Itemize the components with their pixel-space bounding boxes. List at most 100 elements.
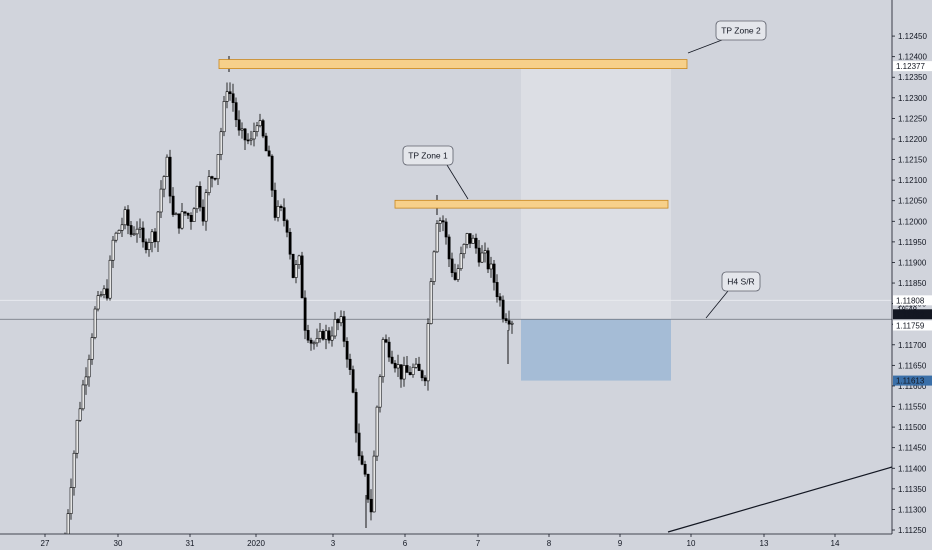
price-tick-label: 1.12300 <box>898 94 927 103</box>
candle <box>336 319 340 324</box>
candle <box>411 367 415 375</box>
candle <box>360 455 364 465</box>
candle <box>468 233 472 244</box>
candle <box>147 242 151 251</box>
h4-sr-callout-label: H4 S/R <box>727 277 754 287</box>
candle <box>462 243 466 255</box>
price-tick-label: 1.11550 <box>898 403 927 412</box>
candle <box>87 358 91 378</box>
candle <box>303 297 307 331</box>
time-tick-label: 7 <box>476 539 481 548</box>
candle <box>273 189 277 218</box>
price-tag-1.11762 <box>893 309 932 320</box>
h4-sr-callout[interactable] <box>721 271 761 292</box>
candle <box>369 498 373 513</box>
candle <box>306 330 310 341</box>
price-tag-label: 1.11808 <box>896 296 925 305</box>
candle <box>495 282 499 298</box>
candle <box>366 473 370 500</box>
price-tag-1.12377 <box>893 61 932 72</box>
candle <box>102 288 106 295</box>
countdown-timer: 18:48 <box>897 305 918 314</box>
price-tick-label: 1.11400 <box>898 464 927 473</box>
candle <box>120 224 124 231</box>
candle <box>201 206 205 222</box>
candle <box>225 91 229 102</box>
candle <box>198 186 202 208</box>
candle <box>177 213 181 229</box>
price-tick-label: 1.11850 <box>898 279 927 288</box>
candle <box>417 363 421 371</box>
candle <box>459 253 463 269</box>
candle <box>285 220 289 233</box>
tp-zone-1-callout[interactable] <box>402 145 454 166</box>
candle <box>99 294 103 296</box>
candle <box>399 364 403 380</box>
price-tick-label: 1.12400 <box>898 53 927 62</box>
candle <box>378 376 382 408</box>
candle <box>279 206 283 208</box>
price-tick-label: 1.12000 <box>898 217 927 226</box>
candle <box>330 335 334 341</box>
candle <box>72 452 76 488</box>
candle <box>165 156 169 177</box>
candle <box>327 330 331 341</box>
time-tick-label: 9 <box>618 539 623 548</box>
candle <box>138 227 142 230</box>
candle <box>255 125 259 132</box>
candle <box>270 155 274 191</box>
candle <box>423 377 427 382</box>
candle <box>483 250 487 254</box>
price-tick-label: 1.12150 <box>898 156 927 165</box>
candle <box>258 120 262 127</box>
candle <box>156 211 160 243</box>
candle <box>315 338 319 344</box>
tp-zone-2[interactable] <box>394 199 669 209</box>
candle <box>477 247 481 263</box>
price-tick-label: 1.12350 <box>898 73 927 82</box>
candle <box>309 339 313 344</box>
candle <box>264 135 268 152</box>
candle <box>333 319 337 337</box>
candle <box>105 288 109 299</box>
candle <box>249 138 253 141</box>
candle <box>438 220 442 224</box>
candle <box>486 250 490 270</box>
trend-line[interactable] <box>667 466 893 533</box>
tp-zone-1-callout-pointer <box>446 164 469 200</box>
tp-zone-1[interactable] <box>218 59 688 69</box>
candle <box>111 239 115 261</box>
price-tick-label: 1.11450 <box>898 444 927 453</box>
candle <box>474 237 478 249</box>
price-tick-label: 1.11350 <box>898 485 927 494</box>
price-tick-label: 1.12250 <box>898 114 927 123</box>
candle <box>222 101 226 133</box>
position-loss-area[interactable] <box>521 319 671 381</box>
candle <box>432 251 436 282</box>
price-tick-label: 1.12450 <box>898 32 927 41</box>
position-profit-area[interactable] <box>521 66 671 320</box>
price-tag-label: 1.11759 <box>896 321 925 330</box>
price-axis[interactable] <box>892 0 932 534</box>
candle <box>246 139 250 142</box>
candle <box>414 363 418 368</box>
candle <box>84 376 88 386</box>
tp-zone-2-callout-pointer <box>687 39 723 54</box>
time-axis[interactable] <box>0 534 932 550</box>
candle <box>351 369 355 393</box>
tp-zone-2-callout[interactable] <box>715 20 767 41</box>
price-tag-1.11808 <box>893 295 932 306</box>
candle <box>342 316 346 342</box>
price-tick-label: 1.11650 <box>898 361 927 370</box>
candle <box>243 128 247 141</box>
candle <box>291 253 295 278</box>
candle <box>384 339 388 343</box>
candle <box>216 154 220 180</box>
candle <box>159 188 163 213</box>
price-tag-1.11759 <box>893 320 932 331</box>
price-tick-label: 1.11700 <box>898 341 927 350</box>
time-tick-label: 3 <box>331 539 336 548</box>
candle <box>90 337 94 360</box>
